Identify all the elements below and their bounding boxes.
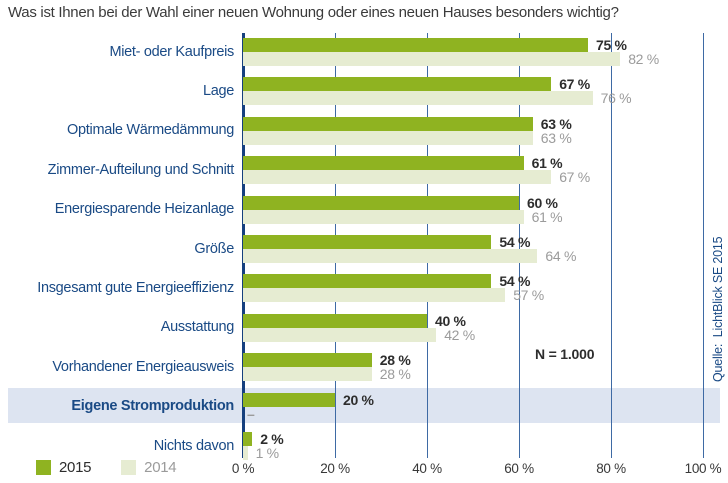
x-axis-tick-label: 80 % [596,461,626,476]
category-label: Insgesamt gute Energieeffizienz [37,279,234,296]
value-label-2014: 28 % [379,366,411,383]
category-label: Energiesparende Heizanlage [54,201,235,218]
bar-2014 [243,170,552,185]
value-label-2014: 1 % [255,445,280,461]
value-label-2014: 42 % [444,326,475,343]
category-label: Lage [202,82,234,99]
bar-2015 [243,392,335,407]
legend-label-2015: 2015 [59,459,92,476]
category-label: Nichts davon [153,437,235,454]
value-label-2015: 54 % [499,273,531,290]
bar-2015 [243,38,588,52]
gridline-100 [703,33,704,458]
value-label-2014: 76 % [600,90,632,107]
value-label-2015: 54 % [499,234,531,250]
value-label-2015: 61 % [531,155,563,172]
category-label: Ausstattung [160,319,235,336]
legend-label-2014: 2014 [144,459,177,476]
bar-2015 [243,195,519,210]
bar-2014 [243,249,538,263]
value-label-2014: 57 % [513,287,544,304]
x-axis-tick-label: 100 % [684,461,722,476]
category-label: Vorhandener Energieausweis [52,358,234,375]
bar-2014 [243,327,437,342]
value-label-2014: 63 % [540,129,572,146]
x-axis-tick-label: 20 % [320,461,350,476]
legend-swatch-2015 [36,460,51,475]
highlight-band [8,387,720,423]
bar-2015 [243,432,253,446]
missing-value-dash: – [247,405,255,422]
bar-2014 [243,130,533,145]
bar-2015 [243,274,492,289]
value-label-2014: 82 % [628,51,659,67]
category-label: Größe [194,240,234,257]
legend-swatch-2014 [121,460,137,475]
bar-2014 [243,209,524,224]
value-label-2015: 20 % [343,391,374,408]
bar-2015 [243,235,492,249]
sample-size-note: N = 1.000 [535,346,595,362]
bar-2014 [243,52,621,66]
category-label: Miet- oder Kaufpreis [109,43,234,60]
value-label-2014: 67 % [559,169,590,186]
bar-2015 [243,353,372,368]
value-label-2015: 60 % [527,194,558,211]
bar-2015 [243,313,427,328]
value-label-2015: 75 % [596,37,627,53]
bar-2014 [243,288,506,303]
value-label-2015: 28 % [379,352,411,369]
x-axis-tick-label: 40 % [412,461,442,476]
category-label: Zimmer-Aufteilung und Schnitt [47,161,235,178]
gridline-60 [519,33,520,458]
value-label-2015: 2 % [260,431,284,447]
value-label-2015: 67 % [559,76,590,93]
bar-2015 [243,156,524,171]
bar-2014 [243,446,248,460]
x-axis-tick-label: 60 % [504,461,534,476]
category-label: Optimale Wärmedämmung [67,122,234,139]
bar-2014 [243,367,372,382]
x-axis-tick-label: 0 % [231,461,255,476]
source-credit: Quelle: LichtBlick SE 2015 [711,236,725,382]
value-label-2015: 63 % [540,115,572,132]
gridline-80 [611,33,612,458]
value-label-2014: 61 % [531,208,563,225]
value-label-2014: 64 % [545,248,577,264]
chart-legend: 2015 2014 [36,459,177,476]
category-label: Eigene Stromproduktion [71,398,234,415]
chart-title: Was ist Ihnen bei der Wahl einer neuen W… [8,4,619,21]
bar-2014 [243,91,593,106]
bar-2015 [243,77,552,92]
bar-2015 [243,116,533,131]
value-label-2015: 40 % [435,312,466,329]
